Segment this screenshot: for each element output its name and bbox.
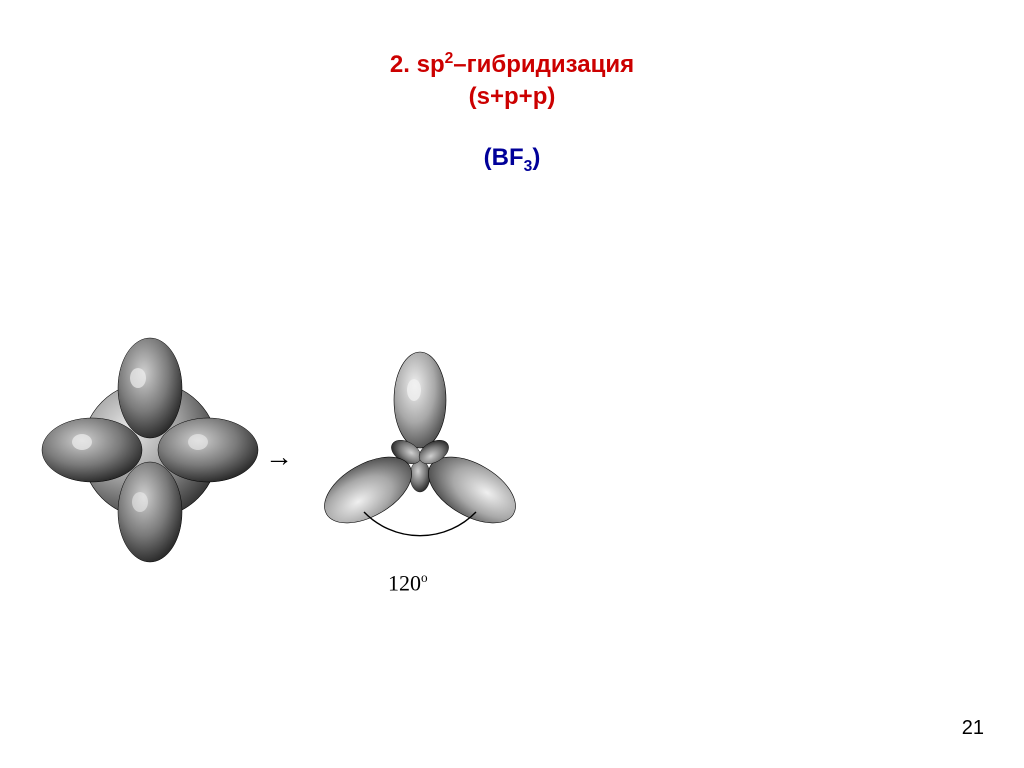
- title-line2: (s+p+p): [469, 83, 556, 110]
- title-l3-prefix: (BF: [484, 144, 524, 171]
- title-l1-suffix: –гибридизация: [453, 51, 634, 78]
- title-line1: 2. sp2–гибридизация: [390, 51, 634, 78]
- arrow-icon: →: [265, 442, 293, 474]
- right-orbitals: [313, 352, 526, 537]
- page-number: 21: [962, 717, 984, 740]
- title-line3: (BF3): [0, 142, 1024, 177]
- angle-arc: [364, 512, 476, 536]
- title-l1-sup: 2: [445, 50, 454, 67]
- left-orbitals: [42, 338, 258, 562]
- angle-label: 120o: [388, 570, 428, 596]
- angle-value: 120: [388, 570, 421, 595]
- title-block: 2. sp2–гибридизация (s+p+p) (BF3): [0, 48, 1024, 177]
- hybridization-diagram: → 120o: [40, 330, 540, 610]
- angle-unit: o: [421, 570, 428, 585]
- slide: 2. sp2–гибридизация (s+p+p) (BF3): [0, 0, 1024, 768]
- title-l3-suffix: ): [532, 144, 540, 171]
- title-l1-prefix: 2. sp: [390, 51, 445, 78]
